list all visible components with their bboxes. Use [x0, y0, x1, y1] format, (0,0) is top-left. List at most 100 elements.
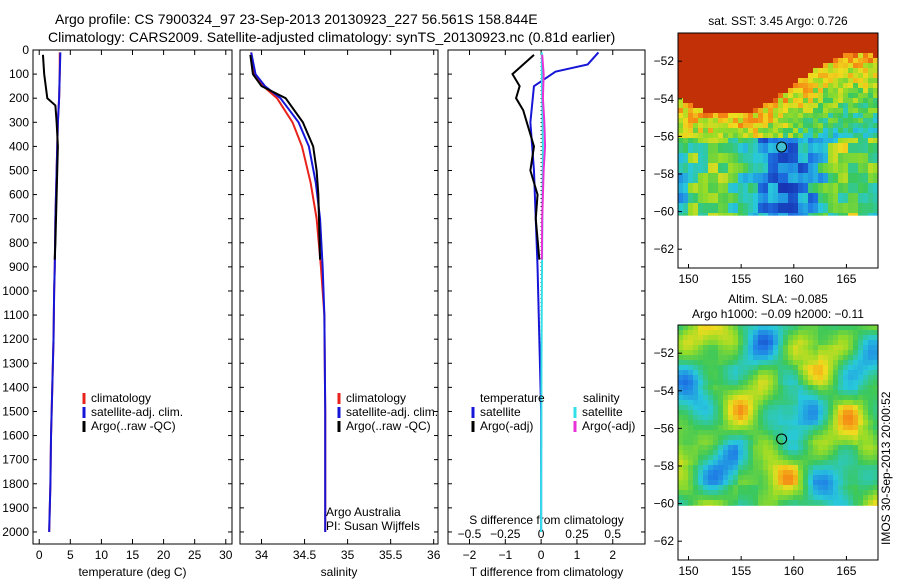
- x-tick-label: 0: [538, 548, 545, 562]
- y-tick-label: −56: [654, 421, 675, 435]
- sst-field: [678, 33, 879, 216]
- title-line-1: Argo profile: CS 7900324_97 23-Sep-2013 …: [55, 11, 538, 27]
- legend-entry: satellite: [480, 405, 521, 419]
- y-tick-label: 1700: [2, 453, 29, 467]
- x-tick-label: 20: [157, 548, 171, 562]
- sst-map-title: sat. SST: 3.45 Argo: 0.726: [708, 14, 848, 28]
- difference-frame: [447, 49, 646, 545]
- timestamp-label: IMOS 30-Sep-2013 20:00:52: [879, 391, 893, 545]
- x-tick-label: 25: [188, 548, 202, 562]
- difference-x-axis-label: T difference from climatology: [470, 565, 624, 579]
- y-tick-label: 1300: [2, 356, 29, 370]
- salinity-x-axis-label: salinity: [321, 565, 358, 579]
- x-tick-label: 5: [67, 548, 74, 562]
- annotation-line: Argo Australia: [326, 505, 401, 519]
- series-satellite-adj-clim-: [48, 52, 62, 532]
- x-tick-label: 36: [427, 548, 441, 562]
- x-tick-label: 34: [255, 548, 269, 562]
- y-tick-label: 0: [22, 43, 29, 57]
- salinity-frame: [239, 49, 439, 545]
- x-tick-label: 34.5: [293, 548, 317, 562]
- argo-location-marker: [776, 141, 788, 153]
- s-tick-label: 0.5: [604, 527, 621, 541]
- x-tick-label: 0: [36, 548, 43, 562]
- series-argo-raw-qc-: [249, 54, 322, 260]
- sst-map-panel: 150 155 160 165 −52 −54 −56 −58 −60 −62 sat. SST: …: [654, 14, 879, 286]
- y-tick-label: 1500: [2, 404, 29, 418]
- series-temperature-argo-adj-: [511, 54, 541, 260]
- x-tick-label: 165: [836, 564, 856, 578]
- y-tick-label: −52: [654, 54, 675, 68]
- x-tick-label: 10: [95, 548, 109, 562]
- sst-frame: [677, 32, 879, 269]
- x-tick-label: 30: [219, 548, 233, 562]
- x-tick-label: 2: [609, 548, 616, 562]
- x-tick-label: 35: [341, 548, 355, 562]
- temperature-x-axis-label: temperature (deg C): [78, 565, 186, 579]
- sla-map-subtitle: Argo h1000: −0.09 h2000: −0.11: [692, 307, 864, 321]
- s-tick-label: 0.25: [565, 527, 589, 541]
- series-salinity-argo-adj-: [540, 54, 547, 260]
- y-tick-label: 1200: [2, 332, 29, 346]
- series-argo-raw-qc-: [41, 54, 59, 260]
- y-tick-label: 1100: [3, 308, 29, 322]
- y-tick-label: −58: [654, 167, 675, 181]
- y-tick-label: 300: [9, 115, 29, 129]
- x-tick-label: 150: [679, 272, 699, 286]
- sla-field: [678, 325, 879, 506]
- legend-title: temperature: [480, 391, 545, 405]
- y-tick-label: −54: [654, 92, 675, 106]
- legend-entry: Argo(-adj): [480, 419, 533, 433]
- series-salinity-satellite: [540, 52, 544, 532]
- y-tick-label: 2000: [2, 525, 29, 539]
- y-tick-label: −54: [654, 384, 675, 398]
- x-tick-label: 15: [126, 548, 140, 562]
- y-tick-label: 800: [9, 236, 29, 250]
- y-tick-label: −60: [654, 497, 675, 511]
- legend-entry: satellite: [582, 405, 623, 419]
- s-tick-label: −0.5: [458, 527, 482, 541]
- legend-entry: Argo(..raw -QC): [346, 419, 431, 433]
- y-tick-label: 1600: [2, 429, 29, 443]
- sla-map-panel: 150 155 160 165 −52 −54 −56 −58 −60 −62 Altim. SLA…: [654, 292, 879, 578]
- x-tick-label: 150: [679, 564, 699, 578]
- legend-title: salinity: [583, 391, 620, 405]
- y-tick-label: 200: [9, 91, 29, 105]
- salinity-panel: 34 34.5 35 35.5 36 salinity climatologysatelli…: [239, 49, 441, 579]
- y-tick-label: −52: [654, 346, 675, 360]
- y-tick-label: 400: [9, 139, 29, 153]
- x-tick-label: 155: [731, 564, 751, 578]
- legend-entry: Argo(-adj): [582, 419, 635, 433]
- y-tick-label: −56: [654, 129, 675, 143]
- y-tick-label: −58: [654, 459, 675, 473]
- temperature-frame: [32, 49, 233, 545]
- x-tick-label: −2: [463, 548, 477, 562]
- annotation-line: PI: Susan Wijffels: [326, 519, 420, 533]
- title-line-2: Climatology: CARS2009. Satellite-adjuste…: [48, 29, 615, 45]
- y-tick-label: −60: [654, 205, 675, 219]
- y-tick-label: 600: [9, 188, 29, 202]
- x-tick-label: 1: [574, 548, 581, 562]
- legend-entry: Argo(..raw -QC): [91, 419, 176, 433]
- y-tick-label: 1000: [2, 284, 29, 298]
- temperature-panel: 0 5 10 15 20 25 300100200300400500600700800900…: [2, 43, 232, 579]
- legend-entry: climatology: [91, 391, 151, 405]
- x-tick-label: 160: [784, 272, 804, 286]
- x-tick-label: 35.5: [379, 548, 403, 562]
- s-tick-label: −0.25: [490, 527, 521, 541]
- x-tick-label: −1: [498, 548, 512, 562]
- y-tick-label: 700: [9, 212, 29, 226]
- y-tick-label: 1900: [2, 501, 29, 515]
- x-tick-label: 160: [784, 564, 804, 578]
- y-tick-label: −62: [654, 534, 675, 548]
- y-tick-label: 1800: [2, 477, 29, 491]
- sla-frame: [677, 324, 879, 561]
- x-tick-label: 155: [731, 272, 751, 286]
- s-tick-label: 0: [538, 527, 545, 541]
- y-tick-label: −62: [654, 242, 675, 256]
- legend-entry: satellite-adj. clim.: [346, 405, 438, 419]
- y-tick-label: 900: [9, 260, 29, 274]
- s-axis-label: S difference from climatology: [469, 513, 624, 527]
- y-tick-label: 100: [9, 67, 29, 81]
